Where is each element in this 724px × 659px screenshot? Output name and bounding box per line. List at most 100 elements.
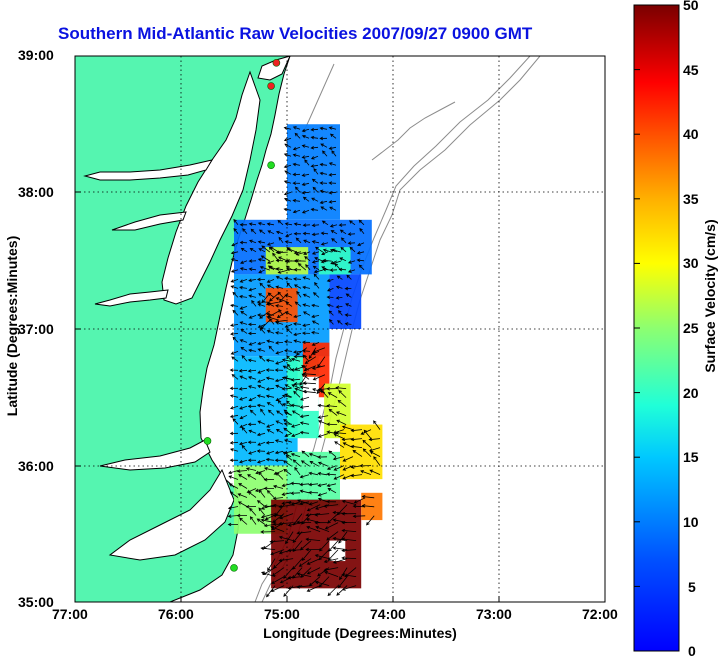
velocity-arrow <box>250 228 257 235</box>
velocity-arrow <box>248 222 257 226</box>
velocity-arrow <box>261 245 271 253</box>
velocity-arrow <box>230 323 239 327</box>
velocity-arrow <box>278 535 294 541</box>
velocity-arrow <box>327 288 334 292</box>
velocity-arrow <box>263 467 275 471</box>
velocity-arrow <box>290 357 301 362</box>
velocity-arrow <box>335 305 343 309</box>
velocity-arrow <box>237 501 248 507</box>
velocity-arrow <box>345 303 352 307</box>
velocity-arrow <box>275 230 284 235</box>
velocity-arrow <box>361 504 375 508</box>
velocity-arrow <box>317 455 328 459</box>
velocity-arrow <box>287 363 293 371</box>
velocity-arrow <box>328 319 334 325</box>
velocity-arrow <box>345 293 352 298</box>
velocity-arrow <box>311 330 320 335</box>
velocity-arrow <box>256 459 266 464</box>
velocity-arrow <box>326 531 339 541</box>
velocity-arrow <box>240 311 248 316</box>
velocity-arrow <box>331 260 341 265</box>
velocity-arrow <box>302 276 311 280</box>
velocity-arrow <box>318 420 329 425</box>
velocity-arrow <box>278 521 294 526</box>
velocity-arrow <box>337 320 343 325</box>
velocity-arrow <box>229 414 239 419</box>
velocity-arrow <box>341 556 357 560</box>
velocity-arrow <box>275 420 284 425</box>
velocity-arrow <box>269 539 285 544</box>
velocity-arrow <box>350 437 363 442</box>
velocity-arrow <box>329 224 338 228</box>
velocity-arrow <box>239 441 248 446</box>
velocity-arrow <box>328 310 334 316</box>
velocity-arrow <box>267 230 275 235</box>
velocity-arrow <box>327 513 339 524</box>
velocity-arrow <box>301 155 310 159</box>
velocity-arrow <box>346 274 352 280</box>
velocity-arrow <box>283 567 294 579</box>
velocity-arrow <box>296 347 308 356</box>
velocity-arrow <box>304 159 310 166</box>
velocity-arrow <box>333 429 345 434</box>
velocity-arrow <box>239 285 248 290</box>
velocity-arrow <box>258 507 266 516</box>
velocity-arrow <box>266 284 275 289</box>
velocity-arrow <box>260 504 276 510</box>
velocity-arrow <box>321 220 329 226</box>
station-marker-assateague <box>267 161 275 169</box>
velocity-arrow <box>310 155 319 160</box>
velocity-arrow <box>247 422 257 427</box>
velocity-arrow <box>349 246 356 253</box>
velocity-arrow <box>239 375 248 380</box>
velocity-arrow <box>256 518 266 525</box>
velocity-arrow <box>260 255 271 262</box>
velocity-arrow <box>285 233 293 238</box>
velocity-arrow <box>329 206 337 211</box>
velocity-arrow <box>283 180 292 184</box>
velocity-arrow <box>319 171 328 176</box>
velocity-arrow <box>282 365 292 371</box>
velocity-arrow <box>240 260 248 264</box>
velocity-arrow <box>266 490 275 498</box>
velocity-arrow <box>236 513 248 518</box>
velocity-arrow <box>229 405 239 410</box>
velocity-arrow <box>326 303 334 308</box>
velocity-arrow <box>239 405 248 410</box>
velocity-arrow <box>322 258 332 263</box>
velocity-arrow <box>272 252 280 262</box>
velocity-arrow <box>265 457 275 462</box>
velocity-arrow <box>265 368 275 372</box>
velocity-arrow <box>317 461 328 467</box>
velocity-arrow <box>239 414 248 420</box>
velocity-arrow <box>255 470 266 475</box>
velocity-arrow <box>330 230 338 235</box>
velocity-arrow <box>230 332 239 336</box>
velocity-arrow <box>291 384 301 389</box>
station-marker-duck <box>203 437 212 445</box>
station-marker-hatteras <box>230 564 238 572</box>
colorbar-tick-40: 40 <box>683 126 699 142</box>
velocity-arrow <box>358 219 365 226</box>
velocity-arrow <box>319 126 328 131</box>
velocity-arrow <box>336 585 348 596</box>
data-gap <box>302 376 319 411</box>
colorbar-tick-0: 0 <box>688 643 696 659</box>
velocity-arrow <box>335 285 343 289</box>
velocity-arrow <box>308 347 317 360</box>
velocity-arrow <box>257 369 266 374</box>
velocity-arrow <box>302 285 311 290</box>
velocity-arrow <box>256 432 266 437</box>
velocity-arrow <box>260 319 271 330</box>
velocity-arrow <box>286 247 297 253</box>
velocity-arrow <box>328 200 337 204</box>
velocity-arrow <box>281 358 292 362</box>
velocity-arrow <box>302 196 310 202</box>
velocity-arrow <box>292 153 301 157</box>
velocity-arrow <box>292 126 301 130</box>
velocity-arrow <box>296 572 312 577</box>
velocity-arrow <box>294 186 301 193</box>
velocity-arrow <box>293 231 302 236</box>
velocity-arrow <box>301 190 310 195</box>
